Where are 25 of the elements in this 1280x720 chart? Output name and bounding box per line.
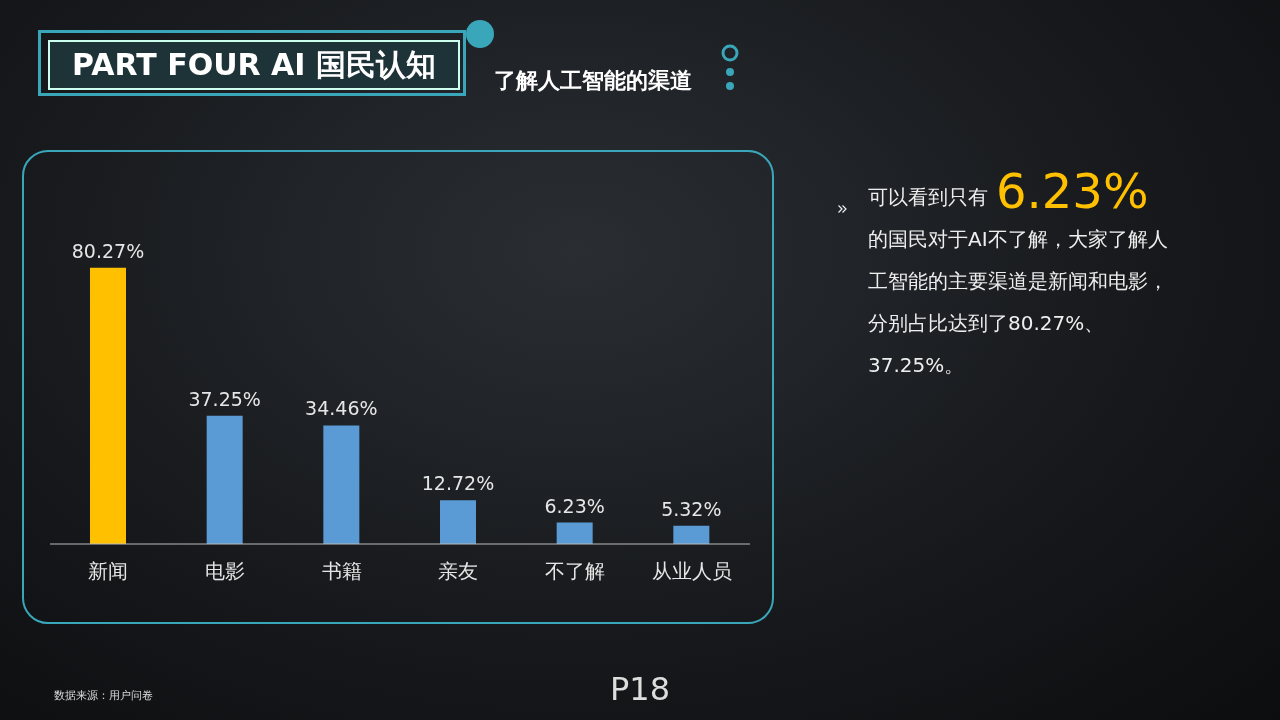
text: 的国民对于AI不了解，大家了解人工智能的主要渠道是新闻和电影，分别占比达到了80.27%、37.25%。 — [868, 227, 1168, 377]
x-tick-label: 书籍 — [321, 559, 362, 584]
text: 6.23% — [996, 163, 1149, 219]
x-tick-label: 电影 — [205, 559, 245, 584]
x-tick-label: 新闻 — [88, 559, 129, 584]
x-tick-label: 不了解 — [545, 559, 605, 584]
text: P18 — [609, 670, 671, 708]
data-label: 37.25% — [188, 387, 261, 410]
text: 可以看到只有 — [868, 185, 988, 209]
bar — [323, 425, 360, 544]
x-tick-label: 从业人员 — [651, 559, 732, 584]
bar — [90, 267, 126, 544]
bar — [556, 522, 593, 544]
data-label: 6.23% — [544, 494, 605, 517]
chart-subtitle: 了解人工智能的渠道 — [494, 67, 692, 95]
data-label: 5.32% — [661, 497, 722, 520]
x-tick-label: 亲友 — [438, 559, 479, 584]
data-label: 34.46% — [305, 397, 378, 420]
bar — [440, 500, 476, 544]
data-label: 80.27% — [71, 239, 145, 262]
chart-title: PART FOUR AI 国民认知 — [48, 40, 460, 90]
source-note: 数据来源：用户问卷 — [54, 688, 153, 703]
bar — [673, 525, 710, 544]
bar — [206, 415, 243, 544]
data-label: 12.72% — [421, 472, 495, 495]
